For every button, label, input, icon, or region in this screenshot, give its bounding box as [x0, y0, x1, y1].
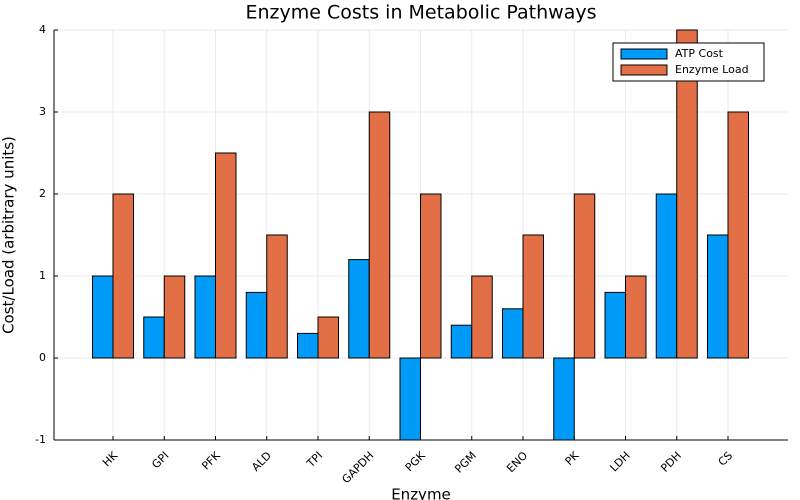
- bar: [92, 275, 114, 359]
- x-tick-label: PFK: [199, 449, 223, 473]
- x-tick-label: CS: [716, 449, 736, 469]
- y-tick-label: 1: [39, 269, 46, 282]
- bar: [112, 193, 134, 359]
- bar: [655, 193, 678, 359]
- x-tick-label: TPI: [304, 449, 326, 471]
- legend-label: Enzyme Load: [675, 63, 749, 76]
- bar: [727, 111, 749, 359]
- x-tick-label: GPI: [149, 449, 171, 471]
- chart-title: Enzyme Costs in Metabolic Pathways: [245, 2, 596, 24]
- x-tick-label: ENO: [504, 449, 530, 475]
- bar: [266, 234, 288, 359]
- bar: [399, 357, 421, 441]
- bar: [522, 234, 544, 359]
- bar: [450, 324, 473, 359]
- y-tick-label: 3: [39, 105, 46, 118]
- x-tick-label: PDH: [658, 449, 684, 475]
- x-tick-label: ALD: [249, 449, 274, 474]
- bar: [676, 29, 698, 359]
- bar: [368, 111, 391, 359]
- x-tick-label: LDH: [607, 449, 632, 474]
- bar: [553, 357, 575, 441]
- bar: [163, 275, 186, 359]
- y-axis-label: Cost/Load (arbitrary units): [0, 136, 18, 334]
- x-tick-label: HK: [100, 449, 121, 470]
- y-tick-label: 4: [39, 23, 46, 36]
- bar: [317, 316, 339, 359]
- bar: [604, 291, 626, 359]
- bar: [215, 152, 237, 359]
- y-tick-label: 2: [39, 187, 46, 200]
- x-tick-label: PGM: [452, 449, 479, 476]
- y-tick-label: 0: [39, 351, 46, 364]
- x-tick-label: PGK: [403, 448, 429, 474]
- x-tick-label: PK: [563, 449, 583, 469]
- legend-label: ATP Cost: [675, 47, 724, 60]
- y-tick-label: -1: [35, 433, 46, 446]
- bar: [420, 193, 442, 359]
- legend-swatch: [620, 64, 668, 76]
- bar: [143, 316, 165, 359]
- legend-swatch: [620, 48, 668, 60]
- bar: [297, 332, 319, 359]
- bar: [707, 234, 729, 359]
- bar: [471, 275, 493, 359]
- bar: [245, 291, 268, 359]
- bar: [573, 193, 596, 359]
- x-axis-label: Enzyme: [391, 486, 451, 500]
- bar: [625, 275, 647, 359]
- bar: [502, 308, 524, 359]
- bar: [348, 259, 370, 359]
- bar: [194, 275, 216, 359]
- x-tick-label: GAPDH: [339, 449, 376, 486]
